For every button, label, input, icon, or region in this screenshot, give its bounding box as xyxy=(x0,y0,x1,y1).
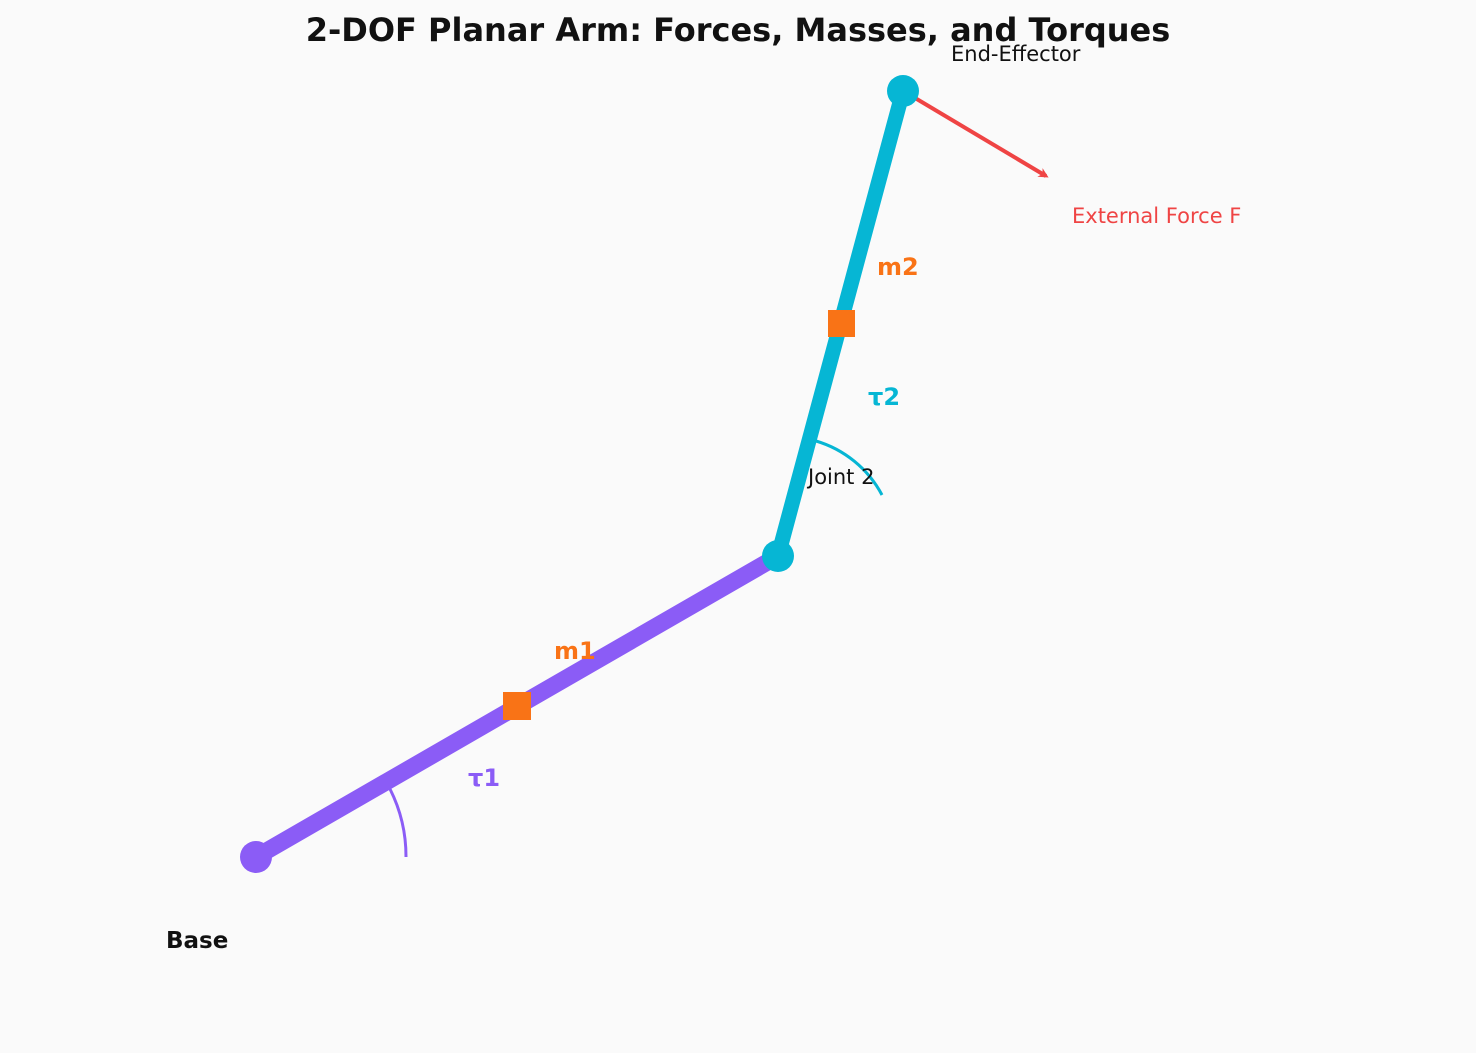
end-effector-label: End-Effector xyxy=(951,42,1081,66)
mass-2-marker xyxy=(828,310,855,337)
torque-1-label: τ1 xyxy=(468,764,500,792)
joint-2-label: Joint 2 xyxy=(806,465,874,489)
base-label: Base xyxy=(166,928,228,954)
external-force-arrow xyxy=(903,90,1049,178)
mass-2-label: m2 xyxy=(877,253,919,281)
end-effector-circle xyxy=(887,75,919,107)
torque-2-arc xyxy=(815,439,884,496)
mass-1-marker xyxy=(503,692,531,720)
base-joint xyxy=(240,841,272,873)
mass-1-label: m1 xyxy=(554,637,596,665)
diagram-title: 2-DOF Planar Arm: Forces, Masses, and To… xyxy=(306,11,1171,49)
joint-2-circle xyxy=(762,540,794,572)
torque-1-arc xyxy=(388,788,408,858)
external-force-label: External Force F xyxy=(1072,204,1241,228)
torque-2-label: τ2 xyxy=(868,383,900,411)
